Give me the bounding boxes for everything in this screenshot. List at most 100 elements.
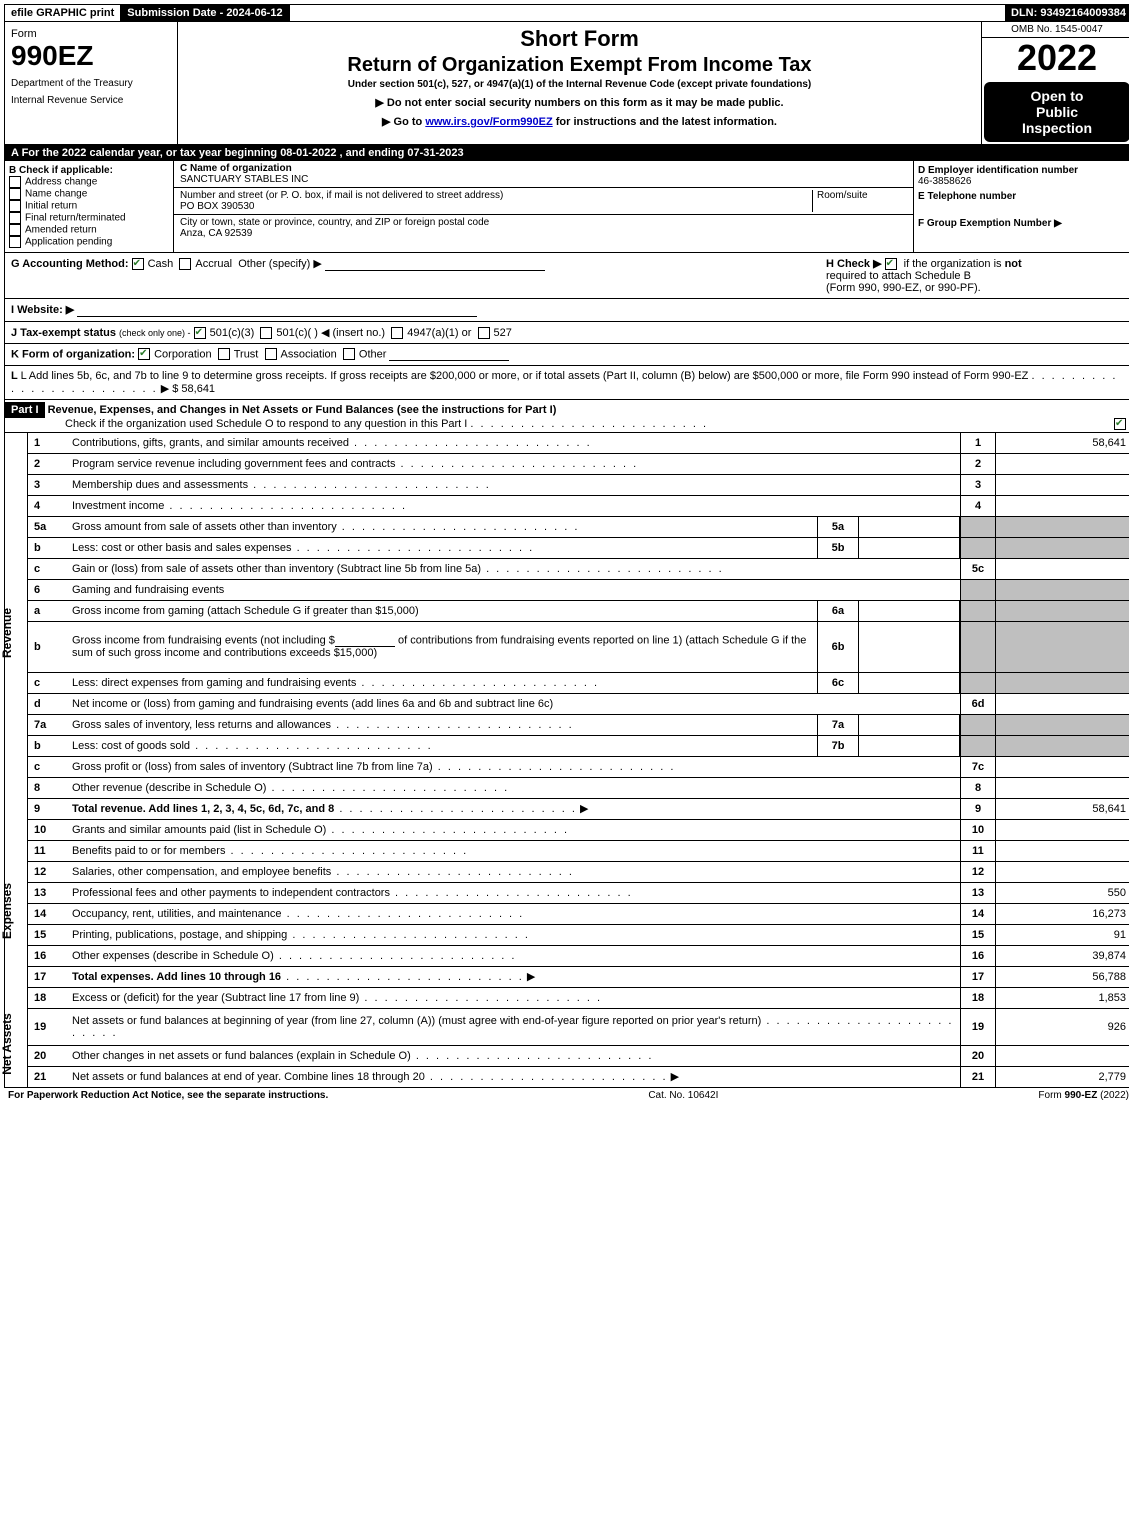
efile-print[interactable]: efile GRAPHIC print xyxy=(5,5,121,21)
line-17: 17Total expenses. Add lines 10 through 1… xyxy=(28,967,1129,988)
j-501c-check[interactable] xyxy=(260,327,272,339)
page-footer: For Paperwork Reduction Act Notice, see … xyxy=(4,1088,1129,1103)
goto-pre: ▶ Go to xyxy=(382,116,425,128)
line-19: 19Net assets or fund balances at beginni… xyxy=(28,1009,1129,1046)
l-arrow: ▶ $ xyxy=(161,383,179,395)
k-other-check[interactable] xyxy=(343,348,355,360)
opt-initial-return[interactable]: Initial return xyxy=(9,200,169,212)
line-18: 18Excess or (deficit) for the year (Subt… xyxy=(28,988,1129,1009)
form-container: Form 990EZ Department of the Treasury In… xyxy=(4,22,1129,1088)
org-name: SANCTUARY STABLES INC xyxy=(180,174,907,185)
line-6: 6Gaming and fundraising events xyxy=(28,580,1129,601)
return-title: Return of Organization Exempt From Incom… xyxy=(186,54,973,77)
footer-right: Form 990-EZ (2022) xyxy=(1038,1090,1129,1101)
box-c: C Name of organization SANCTUARY STABLES… xyxy=(174,161,913,252)
boxes-bcd: B Check if applicable: Address change Na… xyxy=(5,161,1129,253)
dln: DLN: 93492164009384 xyxy=(1005,5,1129,21)
part1-schedule-o-check[interactable] xyxy=(1114,418,1126,430)
k-corp-check[interactable] xyxy=(138,348,150,360)
k-assoc-check[interactable] xyxy=(265,348,277,360)
line-15: 15Printing, publications, postage, and s… xyxy=(28,925,1129,946)
j-tax-exempt-row: J Tax-exempt status (check only one) - 5… xyxy=(5,322,1129,344)
expenses-section: Expenses 10Grants and similar amounts pa… xyxy=(5,820,1129,988)
header-right: OMB No. 1545-0047 2022 Open to Public In… xyxy=(981,22,1129,144)
opt-amended-return[interactable]: Amended return xyxy=(9,224,169,236)
l-gross-receipts-row: L L Add lines 5b, 6c, and 7b to line 9 t… xyxy=(5,366,1129,400)
section-a: A For the 2022 calendar year, or tax yea… xyxy=(5,145,1129,161)
line-21: 21Net assets or fund balances at end of … xyxy=(28,1067,1129,1087)
j-501c3-check[interactable] xyxy=(194,327,206,339)
part1-title: Revenue, Expenses, and Changes in Net As… xyxy=(48,404,557,416)
l-text: L Add lines 5b, 6c, and 7b to line 9 to … xyxy=(21,370,1029,382)
open-line1: Open to xyxy=(988,88,1126,104)
line-5c: cGain or (loss) from sale of assets othe… xyxy=(28,559,1129,580)
part1-check-row: Check if the organization used Schedule … xyxy=(5,418,1129,430)
line-8: 8Other revenue (describe in Schedule O)8 xyxy=(28,778,1129,799)
ein-label: D Employer identification number xyxy=(918,165,1128,176)
form-number: 990EZ xyxy=(11,40,171,72)
goto-instructions: ▶ Go to www.irs.gov/Form990EZ for instru… xyxy=(186,115,973,128)
line-7c: cGross profit or (loss) from sales of in… xyxy=(28,757,1129,778)
h-check[interactable] xyxy=(885,258,897,270)
i-website-row: I Website: ▶ xyxy=(5,299,1129,322)
k-other: Other xyxy=(359,348,387,360)
header-center: Short Form Return of Organization Exempt… xyxy=(178,22,981,144)
box-def: D Employer identification number 46-3858… xyxy=(913,161,1129,252)
opt-final-return[interactable]: Final return/terminated xyxy=(9,212,169,224)
tax-year: 2022 xyxy=(982,38,1129,80)
k-other-field[interactable] xyxy=(389,348,509,361)
h-schedule-b: H Check ▶ if the organization is not req… xyxy=(826,257,1126,294)
k-form-org-row: K Form of organization: Corporation Trus… xyxy=(5,344,1129,366)
h-text4: (Form 990, 990-EZ, or 990-PF). xyxy=(826,282,1126,294)
line-12: 12Salaries, other compensation, and empl… xyxy=(28,862,1129,883)
city-row: City or town, state or province, country… xyxy=(174,215,913,241)
opt-name-change[interactable]: Name change xyxy=(9,188,169,200)
header-left: Form 990EZ Department of the Treasury In… xyxy=(5,22,178,144)
submission-date: Submission Date - 2024-06-12 xyxy=(121,5,289,21)
form-header: Form 990EZ Department of the Treasury In… xyxy=(5,22,1129,145)
no-ssn-note: ▶ Do not enter social security numbers o… xyxy=(186,96,973,109)
k-label: K Form of organization: xyxy=(11,348,135,360)
line-1: 1Contributions, gifts, grants, and simil… xyxy=(28,433,1129,454)
street-row: Number and street (or P. O. box, if mail… xyxy=(174,188,913,215)
street-label: Number and street (or P. O. box, if mail… xyxy=(180,190,812,201)
line-5a: 5aGross amount from sale of assets other… xyxy=(28,517,1129,538)
k-trust-check[interactable] xyxy=(218,348,230,360)
line-11: 11Benefits paid to or for members11 xyxy=(28,841,1129,862)
top-bar: efile GRAPHIC print Submission Date - 20… xyxy=(4,4,1129,22)
ein-value: 46-3858626 xyxy=(918,176,1128,187)
g-cash-check[interactable] xyxy=(132,258,144,270)
dept-irs: Internal Revenue Service xyxy=(11,95,171,106)
goto-post: for instructions and the latest informat… xyxy=(553,116,777,128)
j-note: (check only one) - xyxy=(119,328,191,338)
g-accrual: Accrual xyxy=(195,258,232,270)
opt-application-pending[interactable]: Application pending xyxy=(9,236,169,248)
line-3: 3Membership dues and assessments3 xyxy=(28,475,1129,496)
line-20: 20Other changes in net assets or fund ba… xyxy=(28,1046,1129,1067)
part1-label: Part I xyxy=(5,402,45,418)
revenue-vlabel: Revenue xyxy=(5,433,28,820)
j-4947: 4947(a)(1) or xyxy=(407,327,471,339)
irs-link[interactable]: www.irs.gov/Form990EZ xyxy=(425,116,552,128)
opt-address-change[interactable]: Address change xyxy=(9,176,169,188)
i-website-field[interactable] xyxy=(77,304,477,317)
h-text2: if the organization is xyxy=(904,258,1005,270)
line-6b: bGross income from fundraising events (n… xyxy=(28,622,1129,673)
line-2: 2Program service revenue including gover… xyxy=(28,454,1129,475)
j-4947-check[interactable] xyxy=(391,327,403,339)
g-other-field[interactable] xyxy=(325,258,545,271)
open-line2: Public xyxy=(988,104,1126,120)
g-other: Other (specify) ▶ xyxy=(238,258,322,270)
j-527-check[interactable] xyxy=(478,327,490,339)
line-9: 9Total revenue. Add lines 1, 2, 3, 4, 5c… xyxy=(28,799,1129,820)
box-b-title: B Check if applicable: xyxy=(9,165,169,176)
city-value: Anza, CA 92539 xyxy=(180,228,907,239)
g-accrual-check[interactable] xyxy=(179,258,191,270)
box-b: B Check if applicable: Address change Na… xyxy=(5,161,174,252)
group-exemption-label: F Group Exemption Number ▶ xyxy=(918,218,1128,229)
line-4: 4Investment income4 xyxy=(28,496,1129,517)
footer-left: For Paperwork Reduction Act Notice, see … xyxy=(8,1090,328,1101)
k-corp: Corporation xyxy=(154,348,211,360)
g-accounting: G Accounting Method: Cash Accrual Other … xyxy=(11,257,826,294)
j-501c3: 501(c)(3) xyxy=(210,327,255,339)
